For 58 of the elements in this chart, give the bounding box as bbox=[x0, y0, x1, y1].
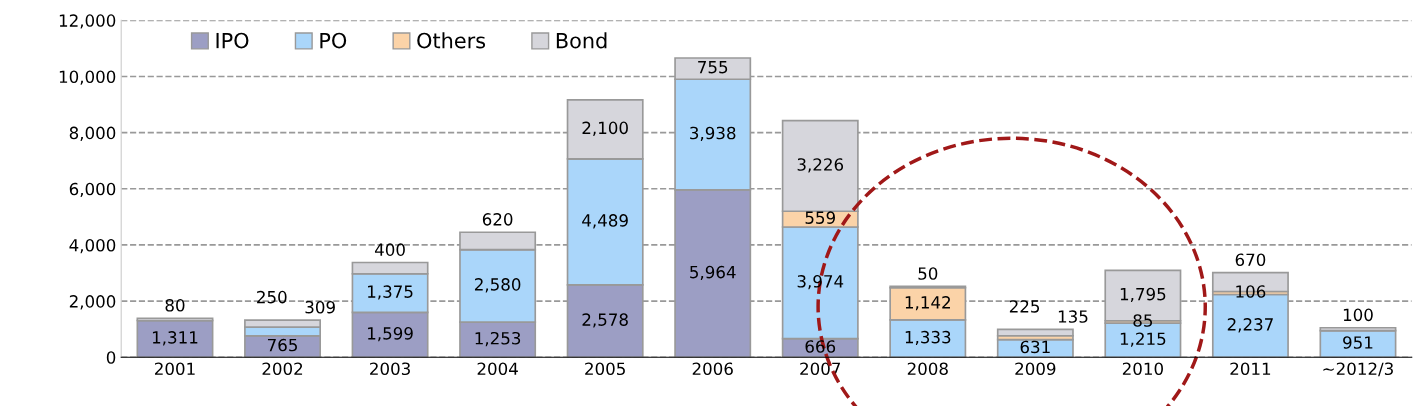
data-label: 4,489 bbox=[582, 214, 628, 229]
y-tick-label: 0 bbox=[106, 351, 116, 364]
data-label: 3,938 bbox=[690, 126, 736, 142]
x-tick-label: 2008 bbox=[907, 362, 948, 376]
data-label: 225 bbox=[1009, 300, 1040, 313]
x-tick-label: 2001 bbox=[155, 362, 195, 376]
data-label: 765 bbox=[267, 338, 297, 352]
x-tick-label: 2004 bbox=[477, 362, 518, 376]
data-label: 1,599 bbox=[368, 327, 413, 342]
data-label: 1,333 bbox=[905, 330, 951, 346]
x-tick-label: 2002 bbox=[262, 362, 303, 376]
data-label: 5,964 bbox=[690, 265, 736, 281]
x-tick-label: 2005 bbox=[585, 362, 625, 376]
data-label: 85 bbox=[1133, 314, 1153, 327]
data-label: 951 bbox=[1343, 336, 1373, 349]
legend-label: Bond bbox=[556, 32, 607, 49]
x-tick-label: ~2012/3 bbox=[1323, 362, 1393, 377]
x-tick-label: 2010 bbox=[1122, 362, 1163, 376]
data-label: 2,237 bbox=[1227, 318, 1273, 333]
data-label: 250 bbox=[257, 290, 287, 304]
data-label: 755 bbox=[698, 61, 728, 74]
data-label: 80 bbox=[165, 299, 185, 312]
data-label: 1,311 bbox=[152, 331, 198, 346]
data-label: 1,795 bbox=[1120, 287, 1166, 303]
x-tick-label: 2007 bbox=[800, 362, 841, 376]
data-label: 666 bbox=[805, 340, 836, 353]
data-label: 3,226 bbox=[797, 158, 844, 173]
x-tick-label: 2011 bbox=[1230, 362, 1271, 376]
x-tick-label: 2003 bbox=[370, 362, 410, 376]
y-tick-label: 4,000 bbox=[69, 238, 116, 254]
data-label: 100 bbox=[1343, 308, 1373, 322]
data-label: 620 bbox=[482, 213, 513, 226]
y-tick-label: 2,000 bbox=[69, 295, 116, 310]
data-label: 559 bbox=[805, 211, 835, 224]
data-label: 1,215 bbox=[1120, 332, 1166, 347]
y-tick-label: 12,000 bbox=[59, 14, 116, 29]
data-label: 50 bbox=[918, 267, 938, 280]
data-label: 1,253 bbox=[475, 331, 521, 347]
y-tick-label: 10,000 bbox=[59, 70, 116, 85]
data-label: 670 bbox=[1235, 253, 1266, 267]
data-label: 400 bbox=[374, 243, 405, 256]
data-label: 2,578 bbox=[582, 313, 628, 328]
data-label: 135 bbox=[1058, 310, 1088, 323]
legend-label: Others bbox=[417, 32, 486, 49]
legend-label: IPO bbox=[216, 32, 249, 49]
x-tick-label: 2006 bbox=[692, 362, 733, 376]
data-label: 3,974 bbox=[797, 275, 844, 290]
data-label: 2,580 bbox=[474, 278, 521, 293]
y-tick-label: 8,000 bbox=[69, 126, 116, 141]
data-label: 106 bbox=[1236, 285, 1266, 298]
data-label: 1,142 bbox=[905, 296, 950, 311]
data-label: 1,375 bbox=[368, 285, 413, 300]
legend-label: PO bbox=[320, 32, 347, 49]
x-tick-label: 2009 bbox=[1015, 362, 1056, 376]
data-label: 309 bbox=[305, 300, 335, 314]
data-label: 631 bbox=[1020, 340, 1050, 354]
data-label: 2,100 bbox=[582, 121, 628, 136]
y-tick-label: 6,000 bbox=[69, 182, 116, 198]
